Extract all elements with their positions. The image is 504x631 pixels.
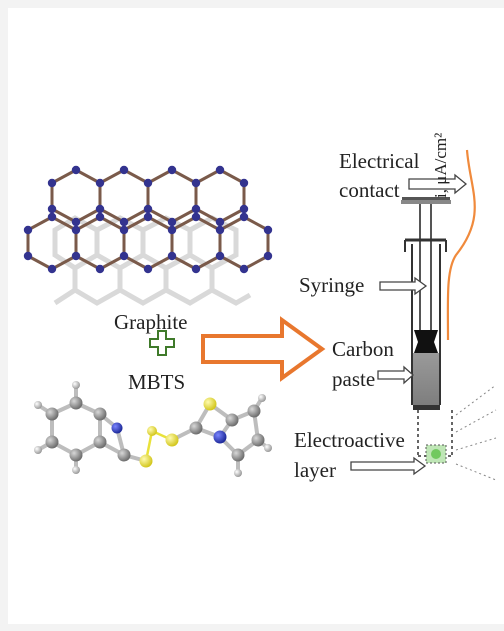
carbon-atom bbox=[95, 204, 105, 214]
graphite-label: Graphite bbox=[114, 310, 188, 334]
carbon-atom bbox=[119, 217, 129, 227]
graphite-back-layer bbox=[52, 215, 252, 306]
carbon-atom bbox=[143, 264, 153, 274]
carbon-atom bbox=[191, 178, 201, 188]
diagram-svg bbox=[23, 149, 497, 481]
syringe-electrode bbox=[401, 197, 497, 481]
carbon-paste-label-line1: Carbon bbox=[332, 337, 394, 361]
carbon-atom bbox=[191, 264, 201, 274]
carbon-atom bbox=[95, 264, 105, 274]
electrical-contact-label-line2: contact bbox=[339, 178, 400, 202]
carbon-atom bbox=[119, 251, 129, 261]
graphite-atoms bbox=[23, 165, 273, 274]
carbon-atom bbox=[95, 212, 105, 222]
plus-icon bbox=[149, 330, 175, 356]
carbon-atom bbox=[263, 225, 273, 235]
carbon-atom bbox=[71, 165, 81, 175]
carbon-atom bbox=[143, 204, 153, 214]
carbon-paste-label-line2: paste bbox=[332, 367, 376, 391]
carbon-atom bbox=[47, 212, 57, 222]
carbon-atom bbox=[143, 178, 153, 188]
carbon-atom bbox=[71, 217, 81, 227]
carbon-atom bbox=[47, 204, 57, 214]
current-axis-label: i, μA/cm² bbox=[431, 132, 450, 198]
carbon-atom bbox=[215, 251, 225, 261]
figure-frame: Graphite MBTS Electrical contact Syringe… bbox=[8, 8, 504, 624]
process-arrow-icon bbox=[201, 316, 326, 382]
carbon-atom bbox=[263, 251, 273, 261]
carbon-atom bbox=[239, 212, 249, 222]
carbon-atom bbox=[191, 204, 201, 214]
carbon-atom bbox=[47, 178, 57, 188]
electroactive-layer-label-line2: layer bbox=[294, 458, 336, 482]
carbon-atom bbox=[95, 178, 105, 188]
carbon-atom bbox=[239, 264, 249, 274]
carbon-atom bbox=[167, 217, 177, 227]
carbon-atom bbox=[23, 225, 33, 235]
carbon-atom bbox=[71, 225, 81, 235]
carbon-atom bbox=[215, 217, 225, 227]
graphite-lattice bbox=[26, 168, 270, 271]
carbon-atom bbox=[167, 225, 177, 235]
carbon-atom bbox=[71, 251, 81, 261]
mbts-molecule bbox=[34, 381, 272, 477]
mbts-label: MBTS bbox=[128, 370, 186, 394]
syringe-label: Syringe bbox=[299, 273, 365, 297]
carbon-atom bbox=[215, 225, 225, 235]
electrical-contact-label-line1: Electrical bbox=[339, 149, 420, 173]
electroactive-layer-label-line1: Electroactive bbox=[294, 428, 405, 452]
carbon-atom bbox=[215, 165, 225, 175]
carbon-atom bbox=[143, 212, 153, 222]
carbon-atom bbox=[167, 251, 177, 261]
carbon-atom bbox=[239, 204, 249, 214]
carbon-atom bbox=[47, 264, 57, 274]
carbon-atom bbox=[167, 165, 177, 175]
carbon-atom bbox=[119, 165, 129, 175]
carbon-atom bbox=[119, 225, 129, 235]
pointer-arrows bbox=[350, 173, 468, 476]
carbon-atom bbox=[191, 212, 201, 222]
carbon-atom bbox=[239, 178, 249, 188]
carbon-atom bbox=[23, 251, 33, 261]
current-curve bbox=[446, 149, 476, 341]
